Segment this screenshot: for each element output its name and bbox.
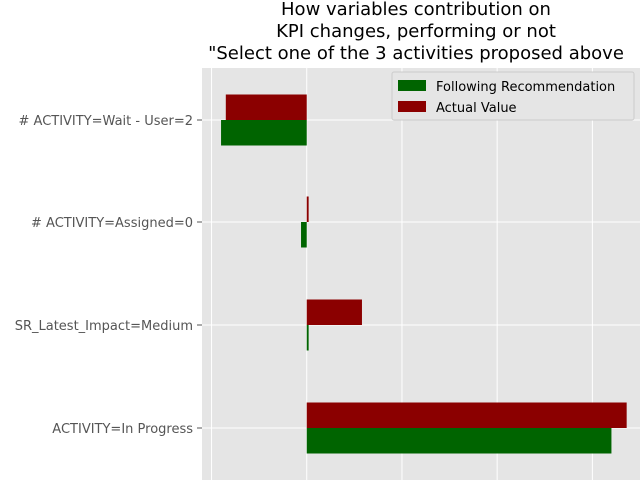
y-tick-label-0: # ACTIVITY=Wait - User=2 (19, 114, 194, 129)
y-tick-labels: # ACTIVITY=Wait - User=2 # ACTIVITY=Assig… (15, 114, 202, 437)
chart-title-line-2: KPI changes, performing or not (276, 21, 556, 42)
y-tick-label-3: ACTIVITY=In Progress (52, 422, 193, 437)
bar-actual-value-1 (306, 196, 309, 222)
legend-label-actual-value: Actual Value (436, 101, 517, 116)
chart-title-line-1: How variables contribution on (281, 0, 551, 20)
bars (221, 94, 627, 454)
legend-swatch-following-recommendation (398, 80, 426, 91)
legend-label-following-recommendation: Following Recommendation (436, 80, 615, 95)
bar-following-recommendation-1 (301, 222, 307, 248)
y-tick-label-2: SR_Latest_Impact=Medium (15, 319, 193, 334)
legend-swatch-actual-value (398, 101, 426, 112)
bar-actual-value-3 (306, 402, 627, 428)
legend: Following Recommendation Actual Value (391, 71, 635, 121)
bar-following-recommendation-0 (221, 120, 307, 146)
bar-actual-value-0 (225, 94, 307, 120)
bar-actual-value-2 (306, 299, 362, 325)
legend-box (391, 71, 635, 121)
y-tick-label-1: # ACTIVITY=Assigned=0 (31, 216, 193, 231)
chart-title-line-3: "Select one of the 3 activities proposed… (208, 43, 624, 64)
bar-following-recommendation-3 (306, 428, 612, 454)
bar-following-recommendation-2 (306, 325, 309, 351)
